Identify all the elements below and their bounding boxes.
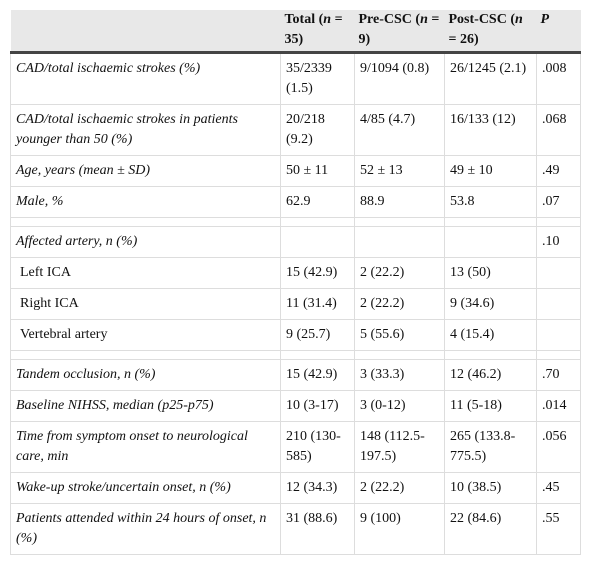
cell-pre-csc: 2 (22.2) [354,288,445,320]
cell-total: 11 (31.4) [280,288,355,320]
row-label: CAD/total ischaemic strokes (%) [10,52,281,105]
cell-post-csc: 11 (5-18) [444,390,537,422]
header-cell-pre-csc: Pre-CSC (n = 9) [354,10,445,53]
table-header: Total (n = 35) Pre-CSC (n = 9) Post-CSC … [10,10,581,53]
header-cell-total: Total (n = 35) [280,10,355,53]
cell-pre-csc: 3 (33.3) [354,359,445,391]
cell-pre-csc: 9 (100) [354,503,445,555]
row-label: Time from symptom onset to neurological … [10,421,281,473]
cell-total: 9 (25.7) [280,319,355,351]
cell-p: .70 [536,359,581,391]
cell-p: .07 [536,186,581,218]
table-row: Wake-up stroke/uncertain onset, n (%) 12… [10,472,581,504]
cell-total [280,226,355,258]
row-label: Right ICA [10,288,281,320]
cell-total: 12 (34.3) [280,472,355,504]
cell-p: .45 [536,472,581,504]
table-row: Left ICA 15 (42.9) 2 (22.2) 13 (50) [10,257,581,289]
cell-pre-csc: 88.9 [354,186,445,218]
cell-p [536,257,581,289]
cell-post-csc: 4 (15.4) [444,319,537,351]
cell-total: 35/2339 (1.5) [280,52,355,105]
table-row: Right ICA 11 (31.4) 2 (22.2) 9 (34.6) [10,288,581,320]
cell-pre-csc: 52 ± 13 [354,155,445,187]
cell-post-csc: 26/1245 (2.1) [444,52,537,105]
cell-pre-csc [354,226,445,258]
table-row: Vertebral artery 9 (25.7) 5 (55.6) 4 (15… [10,319,581,351]
cell-post-csc: 16/133 (12) [444,104,537,156]
header-row: Total (n = 35) Pre-CSC (n = 9) Post-CSC … [10,10,581,53]
cell-p: .55 [536,503,581,555]
header-cell-p: P [536,10,581,53]
cell-post-csc: 53.8 [444,186,537,218]
cell-total: 210 (130-585) [280,421,355,473]
row-label: Affected artery, n (%) [10,226,281,258]
row-label: Left ICA [10,257,281,289]
table-row: Age, years (mean ± SD) 50 ± 11 52 ± 13 4… [10,155,581,187]
cell-post-csc: 9 (34.6) [444,288,537,320]
row-label: Baseline NIHSS, median (p25-p75) [10,390,281,422]
table-row: Tandem occlusion, n (%) 15 (42.9) 3 (33.… [10,359,581,391]
row-label: CAD/total ischaemic strokes in patients … [10,104,281,156]
cell-post-csc: 10 (38.5) [444,472,537,504]
cell-pre-csc: 148 (112.5-197.5) [354,421,445,473]
table-row: Patients attended within 24 hours of ons… [10,503,581,555]
cell-post-csc: 13 (50) [444,257,537,289]
cell-total: 15 (42.9) [280,359,355,391]
cell-pre-csc: 4/85 (4.7) [354,104,445,156]
cell-p: .49 [536,155,581,187]
cell-total: 31 (88.6) [280,503,355,555]
cell-post-csc [444,226,537,258]
header-cell-label [10,10,281,53]
cell-p: .10 [536,226,581,258]
header-cell-post-csc: Post-CSC (n = 26) [444,10,537,53]
table-row: CAD/total ischaemic strokes (%) 35/2339 … [10,52,581,105]
row-label: Age, years (mean ± SD) [10,155,281,187]
table-row: CAD/total ischaemic strokes in patients … [10,104,581,156]
table-body: CAD/total ischaemic strokes (%) 35/2339 … [10,52,581,555]
cell-pre-csc: 2 (22.2) [354,257,445,289]
cell-total: 20/218 (9.2) [280,104,355,156]
table-container: Total (n = 35) Pre-CSC (n = 9) Post-CSC … [10,10,581,555]
cell-total: 62.9 [280,186,355,218]
cell-pre-csc: 9/1094 (0.8) [354,52,445,105]
cell-post-csc: 22 (84.6) [444,503,537,555]
data-table: Total (n = 35) Pre-CSC (n = 9) Post-CSC … [10,10,581,555]
cell-p [536,319,581,351]
cell-total: 50 ± 11 [280,155,355,187]
table-row: Affected artery, n (%) .10 [10,226,581,258]
row-label: Male, % [10,186,281,218]
spacer-row [10,350,581,360]
row-label: Tandem occlusion, n (%) [10,359,281,391]
cell-p: .014 [536,390,581,422]
cell-p [536,288,581,320]
table-row: Baseline NIHSS, median (p25-p75) 10 (3-1… [10,390,581,422]
row-label: Wake-up stroke/uncertain onset, n (%) [10,472,281,504]
cell-p: .068 [536,104,581,156]
cell-pre-csc: 2 (22.2) [354,472,445,504]
cell-total: 15 (42.9) [280,257,355,289]
cell-post-csc: 12 (46.2) [444,359,537,391]
cell-pre-csc: 3 (0-12) [354,390,445,422]
cell-p: .056 [536,421,581,473]
cell-total: 10 (3-17) [280,390,355,422]
row-label: Vertebral artery [10,319,281,351]
spacer-row [10,217,581,227]
table-row: Male, % 62.9 88.9 53.8 .07 [10,186,581,218]
cell-p: .008 [536,52,581,105]
table-row: Time from symptom onset to neurological … [10,421,581,473]
row-label: Patients attended within 24 hours of ons… [10,503,281,555]
cell-pre-csc: 5 (55.6) [354,319,445,351]
cell-post-csc: 49 ± 10 [444,155,537,187]
cell-post-csc: 265 (133.8-775.5) [444,421,537,473]
